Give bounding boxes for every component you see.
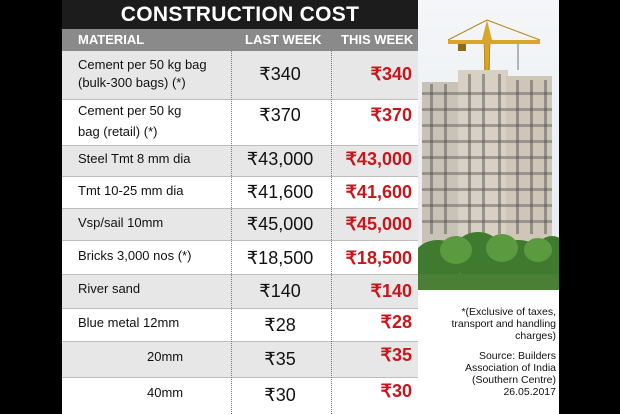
row-divider [62, 341, 418, 342]
row-divider [62, 176, 418, 177]
this-week-price: ₹43,000 [345, 149, 412, 169]
last-week-price: ₹370 [259, 105, 301, 125]
row-divider [62, 274, 418, 275]
row-divider [62, 208, 418, 209]
material-line: Cement per 50 kg bag [78, 57, 207, 72]
last-week-price: ₹18,500 [246, 248, 314, 268]
material-line: River sand [78, 281, 141, 296]
construction-photo [418, 0, 559, 290]
table-row: Cement per 50 kg bag (retail) (*) ₹370 ₹… [62, 99, 418, 145]
column-divider [331, 51, 332, 414]
footnote-line: charges) [515, 330, 556, 342]
row-divider [62, 308, 418, 309]
this-week-price: ₹340 [370, 64, 412, 84]
last-week-price: ₹140 [259, 281, 301, 301]
this-week-price: ₹45,000 [345, 214, 412, 234]
footnote-line: transport and handling [451, 318, 557, 330]
last-week-price: ₹28 [264, 315, 296, 335]
table-row: 40mm ₹30 ₹30 [62, 377, 418, 414]
last-week-price: ₹41,600 [246, 182, 314, 202]
row-divider [62, 240, 418, 241]
table-header: MATERIAL LAST WEEK THIS WEEK [62, 29, 418, 51]
table-row: Vsp/sail 10mm ₹45,000 ₹45,000 [62, 208, 418, 240]
row-divider [62, 99, 418, 100]
material-line: Bricks 3,000 nos (*) [78, 248, 192, 263]
material-line: Blue metal 12mm [78, 315, 180, 330]
last-week-price: ₹35 [264, 349, 296, 369]
material-line: 40mm [147, 385, 184, 400]
row-divider [62, 145, 418, 146]
column-header-material: MATERIAL [78, 32, 145, 47]
date-label: 26.05.2017 [503, 386, 556, 398]
this-week-price: ₹35 [380, 345, 412, 365]
source-line: (Southern Centre) [471, 374, 556, 386]
this-week-price: ₹30 [380, 381, 412, 401]
building-crane-illustration [418, 0, 559, 290]
table-row: Tmt 10-25 mm dia ₹41,600 ₹41,600 [62, 176, 418, 208]
source-line: Association of India [464, 362, 556, 374]
material-line: Cement per 50 kg [78, 103, 182, 118]
table-row: Bricks 3,000 nos (*) ₹18,500 ₹18,500 [62, 240, 418, 274]
material-line: Steel Tmt 8 mm dia [78, 151, 191, 166]
material-line: Vsp/sail 10mm [78, 215, 164, 230]
this-week-price: ₹140 [370, 281, 412, 301]
table-row: 20mm ₹35 ₹35 [62, 341, 418, 377]
this-week-price: ₹18,500 [345, 248, 412, 268]
last-week-price: ₹30 [264, 385, 296, 405]
last-week-price: ₹45,000 [246, 214, 314, 234]
last-week-price: ₹340 [259, 64, 301, 84]
material-line: (bulk-300 bags) (*) [78, 75, 186, 90]
table-row: River sand ₹140 ₹140 [62, 274, 418, 308]
row-divider [62, 377, 418, 378]
material-line: 20mm [147, 349, 184, 364]
source-line: Source: Builders [478, 350, 556, 362]
column-header-last-week: LAST WEEK [245, 32, 322, 47]
column-header-this-week: THIS WEEK [341, 32, 414, 47]
table-row: Steel Tmt 8 mm dia ₹43,000 ₹43,000 [62, 145, 418, 176]
table-row: Cement per 50 kg bag (bulk-300 bags) (*)… [62, 51, 418, 99]
column-divider [231, 51, 232, 414]
material-line: bag (retail) (*) [78, 124, 158, 139]
footnote-line: *(Exclusive of taxes, [461, 306, 556, 318]
page-title: CONSTRUCTION COST [62, 0, 418, 29]
this-week-price: ₹370 [370, 105, 412, 125]
table-row: Blue metal 12mm ₹28 ₹28 [62, 308, 418, 341]
this-week-price: ₹28 [380, 312, 412, 332]
last-week-price: ₹43,000 [246, 149, 314, 169]
material-line: Tmt 10-25 mm dia [78, 183, 184, 198]
this-week-price: ₹41,600 [345, 182, 412, 202]
